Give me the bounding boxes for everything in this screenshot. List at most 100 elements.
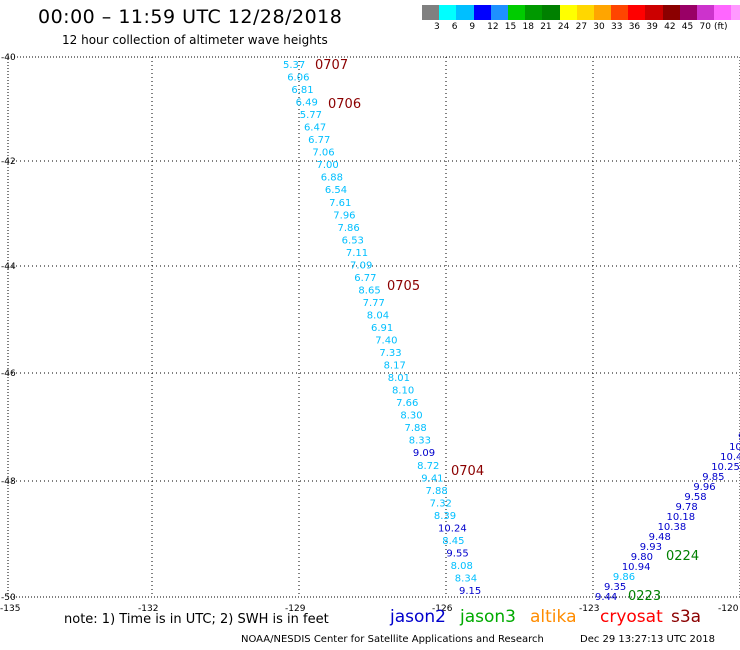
wave-height-value: 6.77 [354,273,376,284]
wave-height-value: 10.94 [622,562,651,573]
wave-height-value: 9.48 [649,532,671,543]
color-swatch [507,5,526,20]
satellite-legend-item: jason2 [390,607,446,627]
wave-height-value: 7.77 [363,298,385,309]
color-scale-label: 24 [557,22,570,32]
wave-height-value: 9.80 [631,552,653,563]
satellite-legend-item: altika [530,607,577,627]
lat-label: -50 [1,593,16,603]
color-scale-bar [422,5,740,20]
wave-height-value: 7.33 [379,348,401,359]
wave-height-value: 6.77 [308,135,330,146]
track-values: 5.376.066.816.495.776.476.777.067.006.88… [283,60,740,603]
lat-label: -46 [1,369,16,379]
wave-height-value: 7.88 [405,423,427,434]
wave-height-value: 9.15 [459,586,481,597]
color-scale-label: 42 [664,22,676,32]
color-scale-label: 15 [504,22,517,32]
satellite-legend-item: cryosat [600,607,663,627]
color-swatch [593,5,612,20]
wave-height-value: 7.61 [329,198,351,209]
wave-height-value: 9.35 [604,582,626,593]
color-scale-unit: (ft) [714,22,728,32]
wave-height-value: 7.96 [333,210,355,221]
wave-height-value: 7.32 [430,498,452,509]
lon-label: -123 [579,604,599,614]
wave-height-value: 8.30 [400,411,422,422]
color-scale-label: 12 [487,22,499,32]
color-swatch [645,5,663,20]
color-scale-label: 21 [540,22,552,32]
wave-height-value: 6.88 [321,173,343,184]
wave-height-value: 6.47 [304,123,326,134]
wave-height-value: 6.49 [296,98,318,109]
wave-height-value: 8.01 [388,373,410,384]
color-swatch [456,5,474,20]
wave-height-value: 8.10 [392,386,414,397]
wave-height-value: 8.34 [455,573,477,584]
axis-labels: -40 -42 -44 -46 -48 -50-135 -132 -129 -126 -123 -1… [0,53,739,614]
color-swatch [473,5,491,20]
map-title: 00:00 – 11:59 UTC 12/28/2018 [38,6,343,28]
wave-height-value: 7.00 [317,160,339,171]
lat-label: -44 [1,262,16,272]
color-swatch [490,5,508,20]
wave-height-value: 7.86 [337,223,359,234]
color-swatch [714,5,732,20]
map-grid [7,56,740,598]
color-swatch [525,5,543,20]
wave-height-value: 9.96 [693,482,715,493]
lon-label: -135 [0,604,20,614]
color-swatch [611,5,629,20]
pass-time-label: 0705 [387,279,420,294]
wave-height-value: 9.55 [446,548,468,559]
time-labels: 0707 0706 0705 0704 0224 0223 [315,58,699,604]
color-swatch [542,5,560,20]
color-swatch [439,5,457,20]
color-scale-label: 39 [646,22,658,32]
lat-label: -48 [1,477,16,487]
pass-time-label: 0224 [666,549,699,564]
color-scale-label: 9 [469,22,476,32]
pass-time-label: 0223 [628,589,661,604]
color-scale-label: 6 [451,22,458,32]
wave-height-value: 9.41 [421,473,443,484]
wave-height-value: 8.65 [358,285,380,296]
wave-height-value: 7.09 [350,260,372,271]
wave-height-value: 7.11 [346,248,368,259]
color-scale-label: 36 [628,22,641,32]
pass-time-label: 0707 [315,58,348,73]
color-scale-label: 45 [681,22,694,32]
wave-height-value: 10.18 [667,512,696,523]
wave-height-value: 10.25 [711,462,740,473]
map-frame [7,56,740,598]
wave-height-value: 9.09 [413,448,435,459]
wave-height-value: 9.58 [684,492,706,503]
timestamp: Dec 29 13:27:13 UTC 2018 [580,634,715,645]
wave-height-value: 10 [729,442,740,453]
lon-label: -132 [138,604,158,614]
wave-height-value: 10.24 [438,523,467,534]
wave-height-value: 8.45 [442,536,464,547]
color-swatch [628,5,646,20]
credit-line: NOAA/NESDIS Center for Satellite Applica… [241,634,544,645]
wave-height-value: 6.81 [291,85,313,96]
color-scale-label: 70 [699,22,711,32]
wave-height-value: 7.06 [312,148,334,159]
color-swatch [559,5,577,20]
wave-height-value: 9 [738,432,740,443]
wave-height-value: 8.33 [409,436,431,447]
wave-height-value: 10.38 [658,522,687,533]
color-scale-label: 3 [434,22,440,32]
wave-height-value: 6.53 [342,235,364,246]
color-swatch [576,5,594,20]
satellite-legend-item: jason3 [460,607,516,627]
color-swatch [731,5,740,20]
wave-height-value: 9.44 [595,592,617,603]
wave-height-value: 7.88 [425,486,447,497]
wave-height-value: 6.54 [325,185,347,196]
wave-height-value: 10.4 [720,452,740,463]
wave-height-value: 8.17 [384,361,406,372]
wave-height-value: 8.39 [434,511,456,522]
